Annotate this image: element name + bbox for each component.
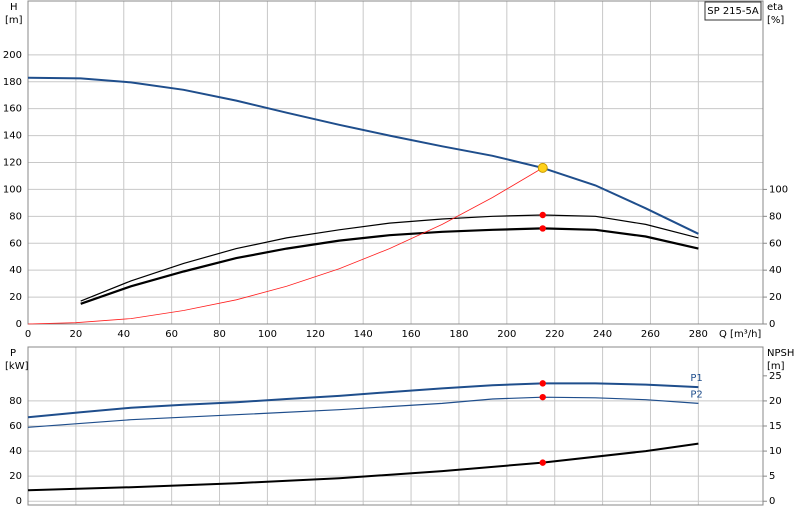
x-tick-label: 100 <box>258 329 277 340</box>
x-tick-label: 260 <box>641 329 660 340</box>
y2-axis-unit: [%] <box>767 15 784 26</box>
operating-point <box>539 459 546 466</box>
y-tick-label: 20 <box>9 292 22 303</box>
y-tick-label: 60 <box>9 421 22 432</box>
series-line <box>27 396 699 428</box>
y2-tick-label: 20 <box>769 396 782 407</box>
chart-title: SP 215-5A <box>707 6 759 17</box>
y2-tick-label: 40 <box>769 265 782 276</box>
x-tick-label: 200 <box>497 329 516 340</box>
x-tick-label: 220 <box>545 329 564 340</box>
x-tick-label: 140 <box>354 329 373 340</box>
y-tick-label: 100 <box>3 184 22 195</box>
y-tick-label: 80 <box>9 396 22 407</box>
y2-tick-label: 100 <box>769 184 788 195</box>
x-tick-label: 40 <box>117 329 130 340</box>
y2-tick-label: 0 <box>769 319 775 330</box>
series-label: P2 <box>690 389 702 400</box>
y2-tick-label: 15 <box>769 421 782 432</box>
operating-point <box>539 380 546 387</box>
y-tick-label: 180 <box>3 77 22 88</box>
y-tick-label: 120 <box>3 158 22 169</box>
y2-axis-label: eta <box>767 2 783 13</box>
y-tick-label: 80 <box>9 211 22 222</box>
series-line <box>27 76 699 235</box>
y2-axis-label: NPSH <box>767 348 794 359</box>
x-tick-label: 80 <box>213 329 226 340</box>
operating-point <box>539 225 546 232</box>
x-tick-label: 180 <box>449 329 468 340</box>
y-tick-label: 40 <box>9 265 22 276</box>
y2-tick-label: 20 <box>769 292 782 303</box>
y2-tick-label: 60 <box>769 238 782 249</box>
y-tick-label: 160 <box>3 104 22 115</box>
x-tick-label: 120 <box>306 329 325 340</box>
x-tick-label: 0 <box>25 329 31 340</box>
series-line <box>80 227 699 305</box>
x-tick-label: 160 <box>402 329 421 340</box>
y-tick-label: 40 <box>9 446 22 457</box>
y2-tick-label: 0 <box>769 496 775 507</box>
x-tick-label: 60 <box>165 329 178 340</box>
y2-tick-label: 25 <box>769 371 782 382</box>
y-axis-unit: [kW] <box>5 361 29 372</box>
series-line <box>27 442 699 492</box>
y2-tick-label: 80 <box>769 211 782 222</box>
y-tick-label: 0 <box>16 496 22 507</box>
series-label: P1 <box>690 373 702 384</box>
y2-axis-unit: [m] <box>767 361 785 372</box>
series-line <box>27 382 699 419</box>
x-tick-label: 280 <box>689 329 708 340</box>
y2-tick-label: 10 <box>769 446 782 457</box>
y-axis-label: P <box>10 348 16 359</box>
x-tick-label: 240 <box>593 329 612 340</box>
y-tick-label: 200 <box>3 50 22 61</box>
y-axis-unit: [m] <box>5 15 23 26</box>
y-tick-label: 0 <box>16 319 22 330</box>
operating-point <box>539 393 546 401</box>
operating-point <box>537 162 548 173</box>
y-axis-label: H <box>10 2 18 13</box>
operating-point <box>539 211 546 219</box>
x-tick-label: 20 <box>70 329 83 340</box>
x-axis-label: Q [m³/h] <box>719 329 761 340</box>
series-line <box>27 167 543 325</box>
plot-frame <box>27 0 764 325</box>
y-tick-label: 140 <box>3 131 22 142</box>
series-line <box>80 214 699 302</box>
y-tick-label: 20 <box>9 471 22 482</box>
y2-tick-label: 5 <box>769 471 775 482</box>
title-box <box>704 1 762 21</box>
y-tick-label: 60 <box>9 238 22 249</box>
